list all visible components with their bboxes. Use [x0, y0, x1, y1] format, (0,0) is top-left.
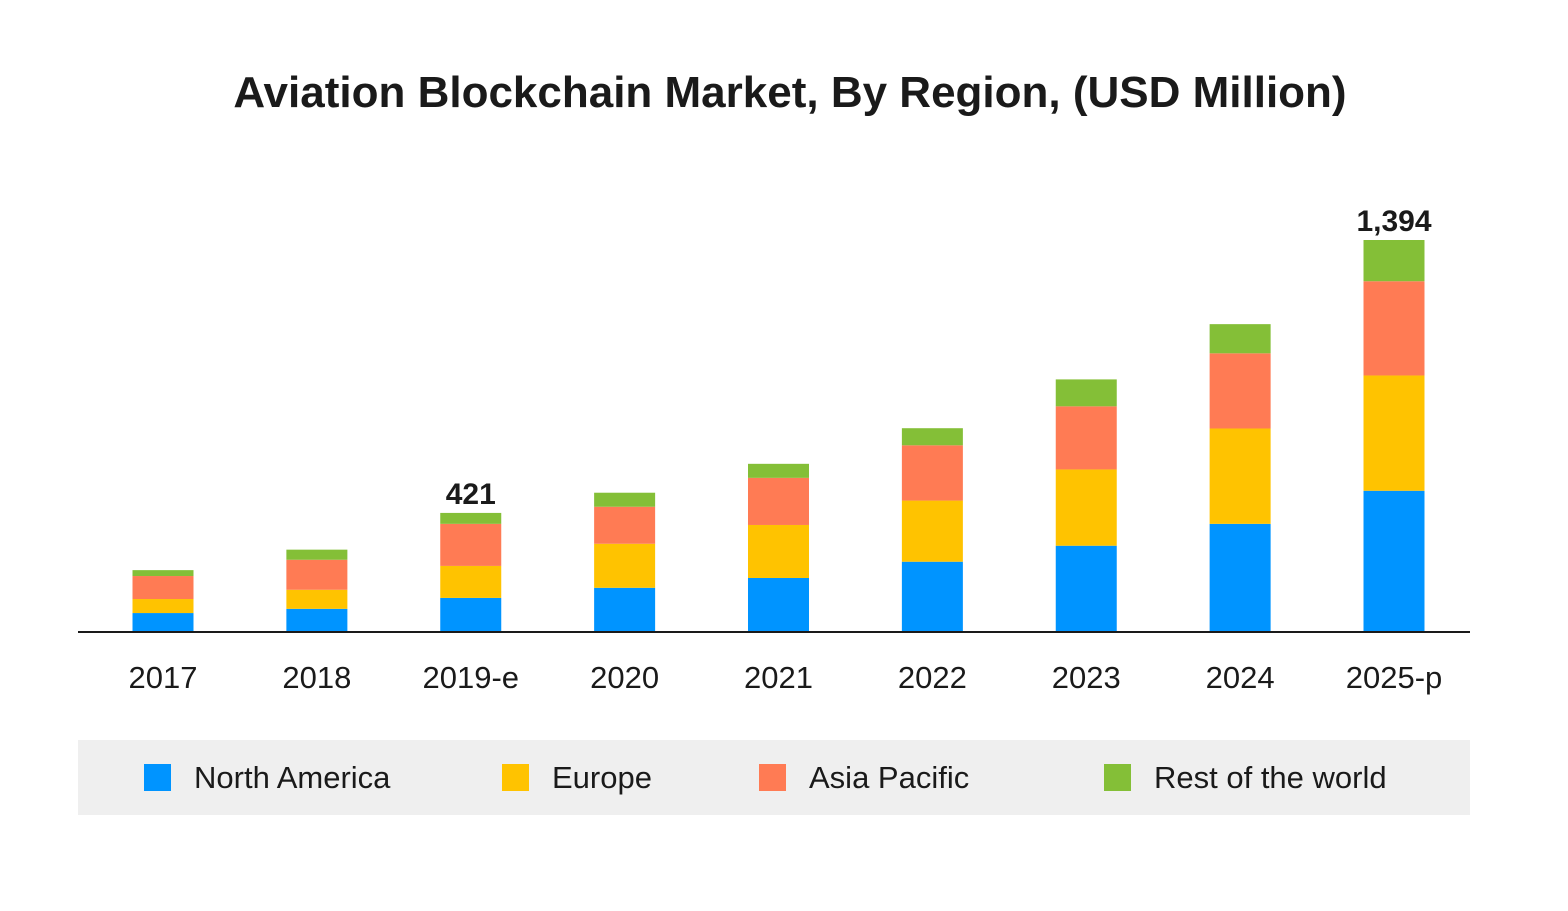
bar-europe-2024	[1209, 428, 1271, 524]
bar-asia-pacific-2022	[901, 445, 963, 501]
bar-europe-2018	[286, 589, 348, 609]
bar-europe-2022	[901, 500, 963, 562]
legend-swatch	[502, 764, 529, 791]
bar-north-america-2019-e	[440, 597, 502, 631]
bar-north-america-2021	[748, 577, 809, 631]
chart-title: Aviation Blockchain Market, By Region, (…	[233, 68, 1347, 117]
x-tick-label: 2019-e	[422, 660, 519, 695]
data-label: 1,394	[1356, 205, 1431, 238]
bar-rest-of-the-world-2022	[901, 428, 963, 446]
bar-rest-of-the-world-2020	[594, 492, 656, 507]
bar-asia-pacific-2017	[132, 576, 194, 600]
bar-north-america-2022	[901, 561, 963, 631]
bar-rest-of-the-world-2024	[1209, 324, 1271, 354]
bar-north-america-2024	[1209, 523, 1271, 631]
bar-asia-pacific-2025-p	[1363, 281, 1425, 376]
bar-rest-of-the-world-2019-e	[440, 512, 502, 524]
legend-label: Rest of the world	[1154, 759, 1387, 795]
bar-europe-2021	[748, 524, 809, 578]
legend-swatch	[759, 764, 786, 791]
x-tick-label: 2018	[282, 660, 351, 695]
x-tick-label: 2017	[129, 660, 198, 695]
legend-swatch	[1104, 764, 1131, 791]
bar-asia-pacific-2024	[1209, 353, 1271, 429]
legend-item: Europe	[502, 740, 652, 815]
legend-label: Europe	[552, 759, 652, 795]
bar-europe-2025-p	[1363, 375, 1425, 491]
bar-rest-of-the-world-2025-p	[1363, 240, 1425, 282]
bar-asia-pacific-2019-e	[440, 523, 502, 566]
bar-north-america-2020	[594, 587, 656, 631]
x-tick-label: 2022	[898, 660, 967, 695]
x-tick-label: 2021	[744, 660, 813, 695]
bar-asia-pacific-2021	[748, 477, 809, 525]
x-tick-label: 2020	[590, 660, 659, 695]
legend-item: Rest of the world	[1104, 740, 1387, 815]
legend: North America Europe Asia Pacific Rest of t…	[78, 740, 1470, 815]
bar-europe-2017	[132, 599, 194, 614]
legend-label: North America	[194, 759, 391, 795]
data-label: 421	[446, 478, 496, 511]
legend-item: Asia Pacific	[759, 740, 969, 815]
x-tick-label: 2023	[1052, 660, 1121, 695]
bar-rest-of-the-world-2017	[132, 570, 194, 577]
bar-rest-of-the-world-2021	[748, 463, 809, 478]
bar-europe-2023	[1055, 469, 1117, 546]
bar-north-america-2025-p	[1363, 490, 1425, 631]
x-tick-label: 2025-p	[1346, 660, 1443, 695]
bar-europe-2019-e	[440, 565, 502, 598]
legend-swatch	[144, 764, 171, 791]
bar-europe-2020	[594, 543, 656, 588]
bar-north-america-2018	[286, 608, 348, 631]
bar-asia-pacific-2023	[1055, 406, 1117, 470]
bar-rest-of-the-world-2018	[286, 549, 348, 560]
bar-north-america-2023	[1055, 545, 1117, 631]
bar-asia-pacific-2018	[286, 559, 348, 590]
bar-rest-of-the-world-2023	[1055, 379, 1117, 407]
legend-item: North America	[144, 740, 390, 815]
legend-label: Asia Pacific	[809, 759, 970, 795]
x-tick-label: 2024	[1206, 660, 1275, 695]
bar-asia-pacific-2020	[594, 506, 656, 544]
bar-north-america-2017	[132, 613, 194, 631]
